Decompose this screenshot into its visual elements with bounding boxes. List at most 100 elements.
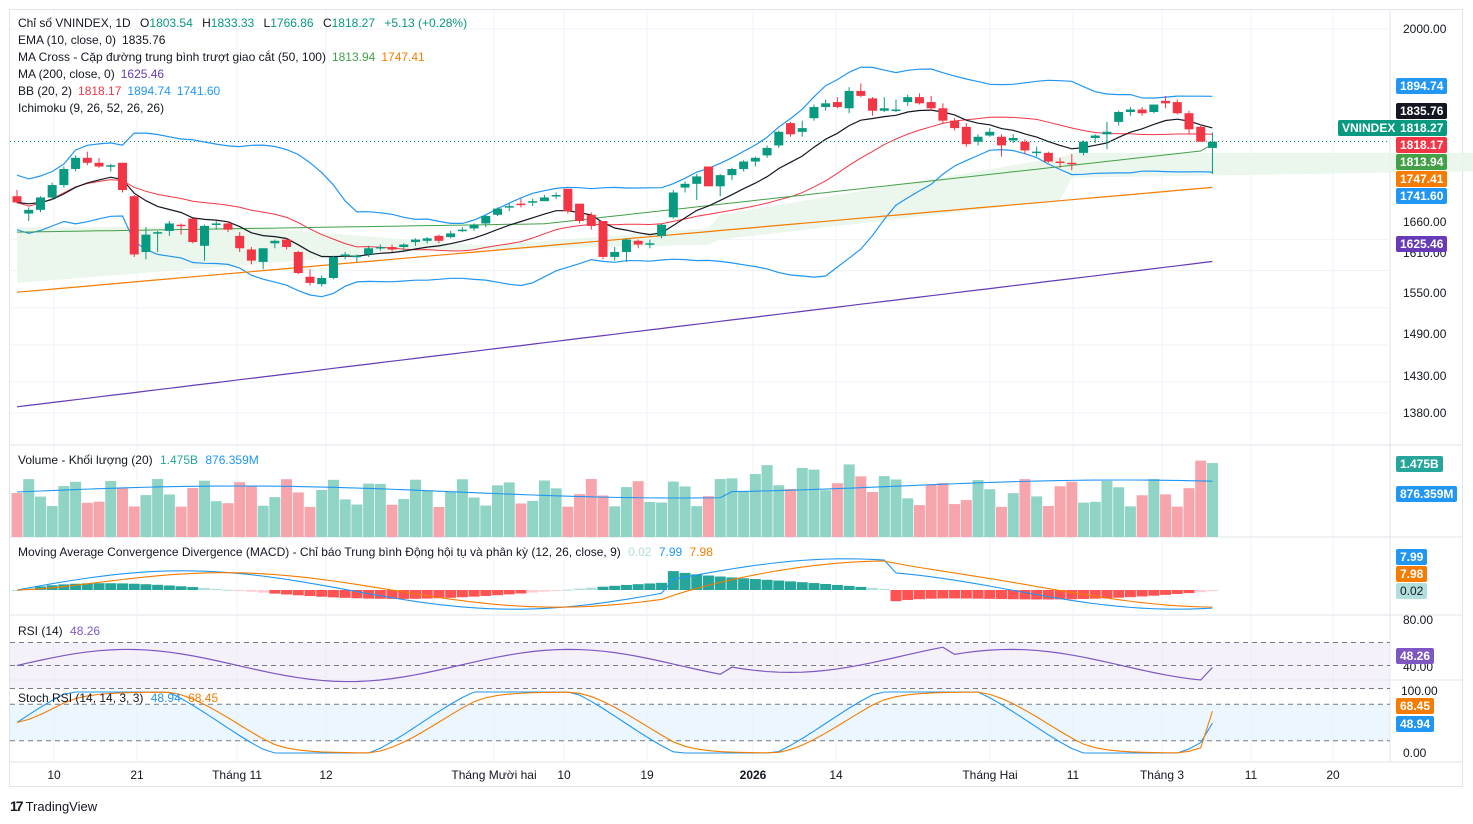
candle-body — [470, 225, 479, 229]
macd-histogram-bar — [598, 587, 609, 590]
volume-bar — [1101, 481, 1112, 537]
candle-body — [716, 175, 725, 186]
candle-body — [892, 110, 901, 112]
macd-histogram-bar — [187, 587, 198, 590]
candle-body — [388, 247, 397, 249]
macd-histogram-bar — [855, 587, 866, 590]
time-tick: 10 — [47, 768, 60, 782]
volume-bar — [328, 480, 339, 537]
macd-histogram-bar — [1148, 590, 1159, 596]
candle-body — [130, 196, 139, 254]
volume-bar — [691, 506, 702, 537]
indicator-legend-0[interactable]: EMA (10, close, 0)1835.76 — [18, 32, 473, 49]
candle-body — [341, 254, 350, 256]
volume-bar — [1066, 482, 1077, 537]
candle-body — [165, 223, 174, 230]
volume-axis-label: 1.475B — [1396, 456, 1443, 472]
macd-histogram-bar — [785, 581, 796, 590]
macd-histogram-bar — [1125, 590, 1136, 597]
chart-canvas[interactable] — [0, 0, 1473, 824]
indicator-legend-1[interactable]: MA Cross - Cặp đường trung bình trượt gi… — [18, 49, 473, 66]
stoch-legend: Stoch RSI (14, 14, 3, 3) 48.94 68.45 — [18, 691, 218, 705]
indicator-legend-2[interactable]: MA (200, close, 0)1625.46 — [18, 66, 473, 83]
volume-bar — [914, 505, 925, 537]
candle-body — [13, 196, 22, 202]
macd-title: Moving Average Convergence Divergence (M… — [18, 545, 621, 559]
rsi-legend: RSI (14) 48.26 — [18, 624, 100, 638]
price-tick: 1550.00 — [1403, 286, 1446, 300]
macd-histogram-bar — [703, 576, 714, 590]
volume-bar — [316, 490, 327, 537]
candle-body — [458, 230, 467, 232]
candle-body — [493, 209, 502, 215]
volume-bar — [363, 484, 374, 537]
time-tick: 19 — [640, 768, 653, 782]
stoch-tick-100: 100.00 — [1401, 684, 1438, 698]
candle-body — [411, 240, 420, 242]
indicator-legend-4[interactable]: Ichimoku (9, 26, 52, 26, 26) — [18, 100, 473, 117]
candle-body — [83, 158, 92, 163]
volume-bar — [762, 465, 773, 537]
indicator-value: 1818.17 — [78, 84, 121, 98]
candle-body — [306, 277, 315, 283]
macd-line — [17, 559, 1212, 609]
indicator-value: 1894.74 — [127, 84, 170, 98]
ichimoku-cloud — [17, 153, 1473, 283]
volume-bar — [937, 483, 948, 537]
volume-bar — [797, 468, 808, 537]
volume-bar — [738, 492, 749, 537]
volume-bar — [996, 507, 1007, 537]
tradingview-logo[interactable]: 17 TradingView — [10, 798, 97, 814]
candle-body — [399, 245, 408, 247]
candle-body — [294, 252, 303, 273]
candle-body — [200, 226, 209, 246]
volume-bar — [375, 484, 386, 537]
macd-histogram-bar — [105, 583, 116, 590]
price-tick: 1430.00 — [1403, 369, 1446, 383]
candle-body — [645, 243, 654, 245]
macd-histogram-bar — [328, 590, 339, 597]
volume-bar — [293, 492, 304, 537]
candle-body — [1114, 112, 1123, 122]
volume-bar — [176, 507, 187, 537]
ma200-line — [17, 262, 1212, 407]
candle-body — [798, 128, 807, 132]
stoch-d-value: 68.45 — [188, 691, 218, 705]
macd-histogram-bar — [164, 585, 175, 590]
ohlc-high: H1833.33 — [202, 16, 254, 30]
time-tick: Tháng Hai — [962, 768, 1017, 782]
macd-histogram-bar — [633, 584, 644, 590]
price-tick: 1380.00 — [1403, 406, 1446, 420]
candle-body — [212, 223, 221, 225]
volume-bar — [726, 478, 737, 537]
volume-bar — [117, 487, 128, 537]
stoch-k-axis-label: 48.94 — [1396, 716, 1434, 732]
indicator-legend-3[interactable]: BB (20, 2)1818.171894.741741.60 — [18, 83, 473, 100]
volume-bar — [949, 504, 960, 537]
candle-body — [985, 132, 994, 136]
volume-value: 1.475B — [160, 453, 198, 467]
volume-bar — [469, 497, 480, 537]
macd-histogram-bar — [738, 578, 749, 590]
candle-body — [352, 256, 361, 258]
macd-histogram-bar — [867, 588, 878, 590]
ohlc-change: +5.13 (+0.28%) — [384, 16, 467, 30]
time-tick: Tháng 11 — [212, 768, 262, 782]
candle-body — [950, 121, 959, 128]
macd-histogram-bar — [762, 580, 773, 590]
candle-body — [786, 123, 795, 134]
volume-bar — [269, 497, 280, 537]
candle-body — [446, 233, 455, 237]
time-tick: Tháng Mười hai — [451, 768, 536, 782]
price-axis-label: 1741.60 — [1396, 188, 1447, 204]
indicator-name: EMA (10, close, 0) — [18, 33, 116, 47]
candle-body — [681, 184, 690, 188]
macd-histogram-bar — [973, 590, 984, 599]
volume-bar — [164, 495, 175, 537]
volume-bar — [340, 499, 351, 537]
candle-body — [1044, 153, 1053, 162]
candle-body — [809, 107, 818, 118]
volume-bar — [47, 506, 58, 537]
candle-body — [657, 225, 666, 236]
volume-bar — [879, 476, 890, 537]
